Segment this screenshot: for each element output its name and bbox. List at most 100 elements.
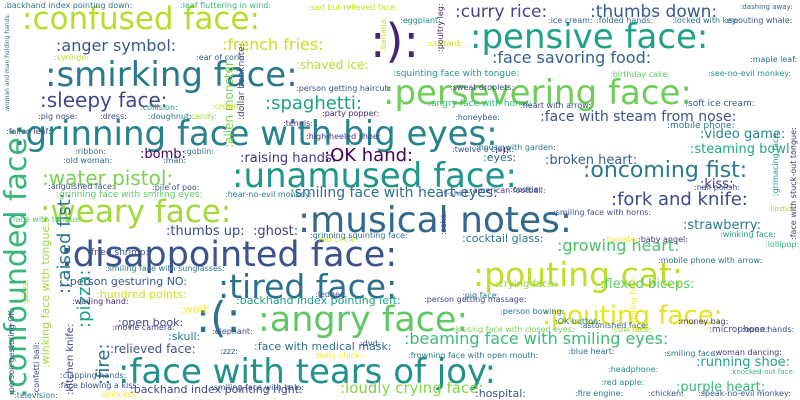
cloud-word: :dvd: bbox=[360, 339, 381, 348]
cloud-word: :loudly crying face: bbox=[340, 379, 484, 397]
cloud-word: :face savoring food: bbox=[492, 48, 652, 67]
cloud-word: :vomiting face: bbox=[629, 274, 638, 335]
cloud-word: :angry face: bbox=[258, 300, 469, 340]
cloud-word: :face with tears of joy: bbox=[118, 352, 497, 392]
cloud-word: :sweat droplets: bbox=[450, 83, 515, 92]
cloud-word: :fork and knife: bbox=[611, 189, 748, 210]
cloud-word: :speak-no-evil monkey: bbox=[698, 389, 791, 398]
cloud-word: :leaf fluttering in wind: bbox=[180, 1, 272, 10]
cloud-word: :ribbon: bbox=[75, 147, 107, 156]
cloud-word: :tennis: bbox=[283, 119, 313, 128]
cloud-word: :baby chick: bbox=[314, 351, 363, 360]
cloud-word: :grinning face with big eyes: bbox=[14, 114, 498, 154]
cloud-word: :doughnut: bbox=[148, 112, 192, 121]
cloud-word: :poultry leg: bbox=[436, 3, 445, 52]
cloud-word: :backhand index pointing left: bbox=[236, 294, 401, 307]
cloud-word: :eggplant: bbox=[400, 16, 441, 25]
cloud-word: :banana: bbox=[379, 16, 388, 52]
cloud-word: :cocktail glass: bbox=[462, 232, 544, 245]
cloud-word: :kissing face with closed eyes: bbox=[453, 325, 575, 334]
cloud-word: :mobile phone with arrow: bbox=[658, 256, 763, 265]
cloud-word: :bomb: bbox=[140, 147, 186, 162]
cloud-word: :person bowing: bbox=[500, 307, 565, 316]
cloud-word: :astonished face: bbox=[580, 321, 649, 330]
cloud-word: :pile of poo: bbox=[152, 183, 200, 192]
cloud-word: :pig face: bbox=[462, 291, 500, 300]
cloud-word: :persevering face: bbox=[383, 73, 692, 113]
cloud-word: :person getting haircut: bbox=[296, 84, 391, 93]
cloud-word: :pensive face: bbox=[470, 17, 709, 57]
cloud-word: :ice cream: bbox=[548, 16, 593, 25]
cloud-word: :man: bbox=[163, 156, 187, 165]
cloud-word: :face blowing a kiss: bbox=[58, 381, 140, 390]
cloud-word: :face with tongue: bbox=[10, 215, 83, 224]
cloud-word: :face with steam from nose: bbox=[540, 109, 737, 125]
cloud-word: :skull: bbox=[168, 330, 201, 343]
cloud-word: :microphone: bbox=[709, 325, 769, 335]
cloud-word: :steaming bowl: bbox=[690, 142, 794, 157]
cloud-word: :syringe: bbox=[54, 53, 89, 62]
cloud-word: :pizza: bbox=[21, 279, 30, 305]
cloud-word: :birthday cake: bbox=[610, 70, 671, 79]
cloud-word: :sad but relieved face: bbox=[308, 3, 398, 12]
cloud-word: :knocked-out face: bbox=[730, 368, 796, 376]
cloud-word: :beaming face with smiling eyes: bbox=[404, 329, 669, 348]
cloud-word: :house with garden: bbox=[476, 143, 556, 152]
cloud-word: :sake: bbox=[439, 211, 448, 235]
cloud-word: :lollipop: bbox=[765, 240, 800, 249]
cloud-word: :cookie: bbox=[510, 185, 542, 194]
cloud-word: :waving hand: bbox=[72, 297, 129, 306]
cloud-word: :frowning face with open mouth: bbox=[408, 351, 539, 360]
cloud-word: :ear of corn: bbox=[196, 53, 245, 62]
cloud-word: :kiss: bbox=[700, 177, 734, 192]
cloud-word: :thumbs down: bbox=[590, 2, 718, 22]
cloud-word: :high-heeled shoe: bbox=[306, 132, 381, 141]
cloud-word: :angry face with horns: bbox=[428, 99, 533, 109]
cloud-word: :smiling face: bbox=[664, 349, 718, 358]
cloud-word: :party popper: bbox=[322, 109, 380, 118]
cloud-word: :eyes: bbox=[483, 151, 517, 164]
cloud-word: :french fries: bbox=[222, 35, 324, 54]
cloud-word: :television: bbox=[14, 391, 58, 400]
cloud-word: :locked with key: bbox=[672, 16, 739, 25]
cloud-word: :pouting face: bbox=[542, 301, 723, 331]
cloud-word: :cow face: bbox=[611, 325, 652, 334]
cloud-word: :see-no-evil monkey: bbox=[708, 69, 792, 78]
cloud-word: :backhand index pointing right: bbox=[130, 383, 303, 396]
cloud-word: :red apple: bbox=[601, 378, 645, 387]
cloud-word: :folded hands: bbox=[596, 16, 654, 25]
cloud-word: :candy: bbox=[188, 112, 217, 121]
cloud-word: :nail polish: bbox=[694, 183, 741, 192]
cloud-word: :anger symbol: bbox=[56, 36, 177, 55]
cloud-word: :confused face: bbox=[22, 1, 260, 37]
cloud-word: :thumbs up: bbox=[166, 224, 245, 239]
cloud-word: :chicken: bbox=[648, 389, 684, 398]
cloud-word: :grinning face with smiling eyes: bbox=[56, 190, 203, 200]
cloud-word: :tired face: bbox=[218, 267, 398, 306]
cloud-word: :water pistol: bbox=[42, 166, 174, 190]
cloud-word: :hear-no-evil monkey: bbox=[225, 190, 312, 199]
cloud-word: :fire engine: bbox=[575, 389, 624, 398]
cloud-word: :(: bbox=[196, 293, 241, 342]
cloud-word: :OK hand: bbox=[324, 145, 414, 166]
cloud-word: :smiling face with sunglasses: bbox=[105, 264, 225, 273]
cloud-word: :woman and man holding hands: bbox=[4, 13, 11, 112]
cloud-word: :money bag: bbox=[678, 317, 729, 326]
cloud-word: :squinting face with tongue: bbox=[393, 69, 520, 79]
cloud-word: :face with stuck-out tongue: bbox=[789, 127, 798, 240]
cloud-word: :headphone: bbox=[608, 365, 659, 374]
cloud-word: :pouting cat: bbox=[473, 255, 684, 294]
cloud-word: :disappointed face: bbox=[61, 235, 398, 275]
cloud-word: :smiling face with heart-eyes: bbox=[290, 185, 498, 201]
cloud-word: :blue heart: bbox=[568, 347, 615, 356]
cloud-word: :soft ice cream: bbox=[685, 99, 755, 109]
cloud-word: :video game: bbox=[700, 127, 786, 142]
cloud-word: :person gesturing OK: bbox=[7, 307, 16, 395]
cloud-word: :twelve o'clock: bbox=[452, 145, 515, 154]
cloud-word: :pig nose: bbox=[38, 112, 78, 121]
cloud-word: :person gesturing NO: bbox=[66, 275, 188, 288]
cloud-word: :honeybee: bbox=[455, 113, 501, 122]
cloud-word: :spouting whale: bbox=[726, 16, 793, 25]
cloud-word: :OK button: bbox=[555, 317, 601, 326]
